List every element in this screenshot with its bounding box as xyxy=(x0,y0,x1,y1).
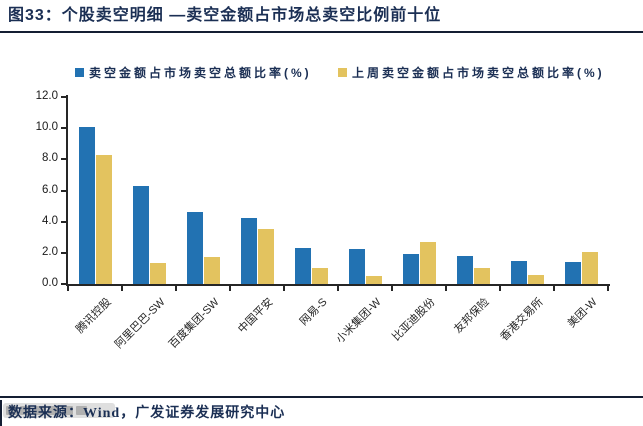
bar-prior-week xyxy=(366,276,382,284)
bar-prior-week xyxy=(528,275,544,284)
x-axis-tick xyxy=(67,286,69,291)
legend-swatch-blue xyxy=(75,67,84,77)
x-axis-category-label: 中国平安 xyxy=(236,296,276,336)
y-axis-tick-label: 2.0 xyxy=(42,245,58,258)
y-axis-tick-label: 8.0 xyxy=(42,152,58,165)
bar-prior-week xyxy=(582,252,598,284)
bar-prior-week xyxy=(150,263,166,284)
bar-current-week xyxy=(403,254,419,284)
x-axis-category-label: 百度集团-SW xyxy=(166,296,222,351)
source-watermark xyxy=(3,403,115,418)
y-axis-tick xyxy=(61,189,66,192)
bar-current-week xyxy=(187,212,203,284)
x-axis-tick xyxy=(121,286,123,291)
x-axis-category-label: 阿里巴巴-SW xyxy=(112,296,168,351)
x-axis-tick xyxy=(283,286,285,291)
x-axis-tick xyxy=(607,286,609,291)
y-axis-tick xyxy=(61,251,66,254)
bar-prior-week xyxy=(204,257,220,284)
legend-item-current-week: 卖空金额占市场卖空总额比率(%) xyxy=(75,64,312,80)
bar-prior-week xyxy=(474,268,490,284)
bar-current-week xyxy=(349,249,365,284)
x-axis-tick xyxy=(445,286,447,291)
x-axis-tick xyxy=(337,286,339,291)
x-axis-category-label: 腾讯控股 xyxy=(74,296,114,336)
y-axis-tick xyxy=(61,158,66,161)
legend-label-prior-week: 上周卖空金额占市场卖空总额比率(%) xyxy=(352,65,605,80)
x-axis-category-label: 网易-S xyxy=(297,296,330,328)
x-axis-category-label: 小米集团-W xyxy=(334,296,384,346)
y-axis-tick-label: 4.0 xyxy=(42,214,58,227)
y-axis-tick-label: 10.0 xyxy=(35,121,58,134)
x-axis-tick xyxy=(499,286,501,291)
x-axis-category-label: 友邦保险 xyxy=(452,296,492,336)
x-axis-category-label: 香港交易所 xyxy=(498,296,546,344)
x-axis-category-label: 比亚迪股份 xyxy=(390,296,438,344)
bar-prior-week xyxy=(312,268,328,284)
legend-swatch-gold xyxy=(338,67,347,77)
bar-current-week xyxy=(133,186,149,284)
bar-current-week xyxy=(565,262,581,284)
x-axis-tick xyxy=(175,286,177,291)
title-divider xyxy=(0,31,643,33)
bar-current-week xyxy=(457,256,473,284)
bar-prior-week xyxy=(96,155,112,284)
y-axis-tick xyxy=(61,283,66,285)
table-cell-border-fragment xyxy=(0,400,2,426)
x-axis-tick xyxy=(391,286,393,291)
bar-current-week xyxy=(295,248,311,284)
bar-prior-week xyxy=(420,242,436,284)
y-axis-tick-label: 6.0 xyxy=(42,183,58,196)
footer-divider xyxy=(0,396,643,398)
legend-item-prior-week: 上周卖空金额占市场卖空总额比率(%) xyxy=(338,64,605,80)
legend-label-current-week: 卖空金额占市场卖空总额比率(%) xyxy=(89,65,312,80)
data-source-note: 数据来源：Wind，广发证券发展研究中心 xyxy=(8,406,286,421)
y-axis-line xyxy=(66,95,68,286)
bar-current-week xyxy=(79,127,95,284)
y-axis-tick-label: 0.0 xyxy=(42,277,58,289)
x-axis-line xyxy=(66,284,610,286)
figure-title: 图33：个股卖空明细 —卖空金额占市场总卖空比例前十位 xyxy=(8,7,442,24)
x-axis-category-label: 美团-W xyxy=(565,296,600,331)
y-axis-tick xyxy=(61,220,66,223)
y-axis-tick xyxy=(61,96,66,98)
x-axis-tick xyxy=(553,286,555,291)
bar-current-week xyxy=(511,261,527,284)
x-axis-tick xyxy=(229,286,231,291)
y-axis-tick xyxy=(61,127,66,130)
y-axis-tick-label: 12.0 xyxy=(35,90,58,102)
bar-current-week xyxy=(241,218,257,284)
bar-prior-week xyxy=(258,229,274,284)
